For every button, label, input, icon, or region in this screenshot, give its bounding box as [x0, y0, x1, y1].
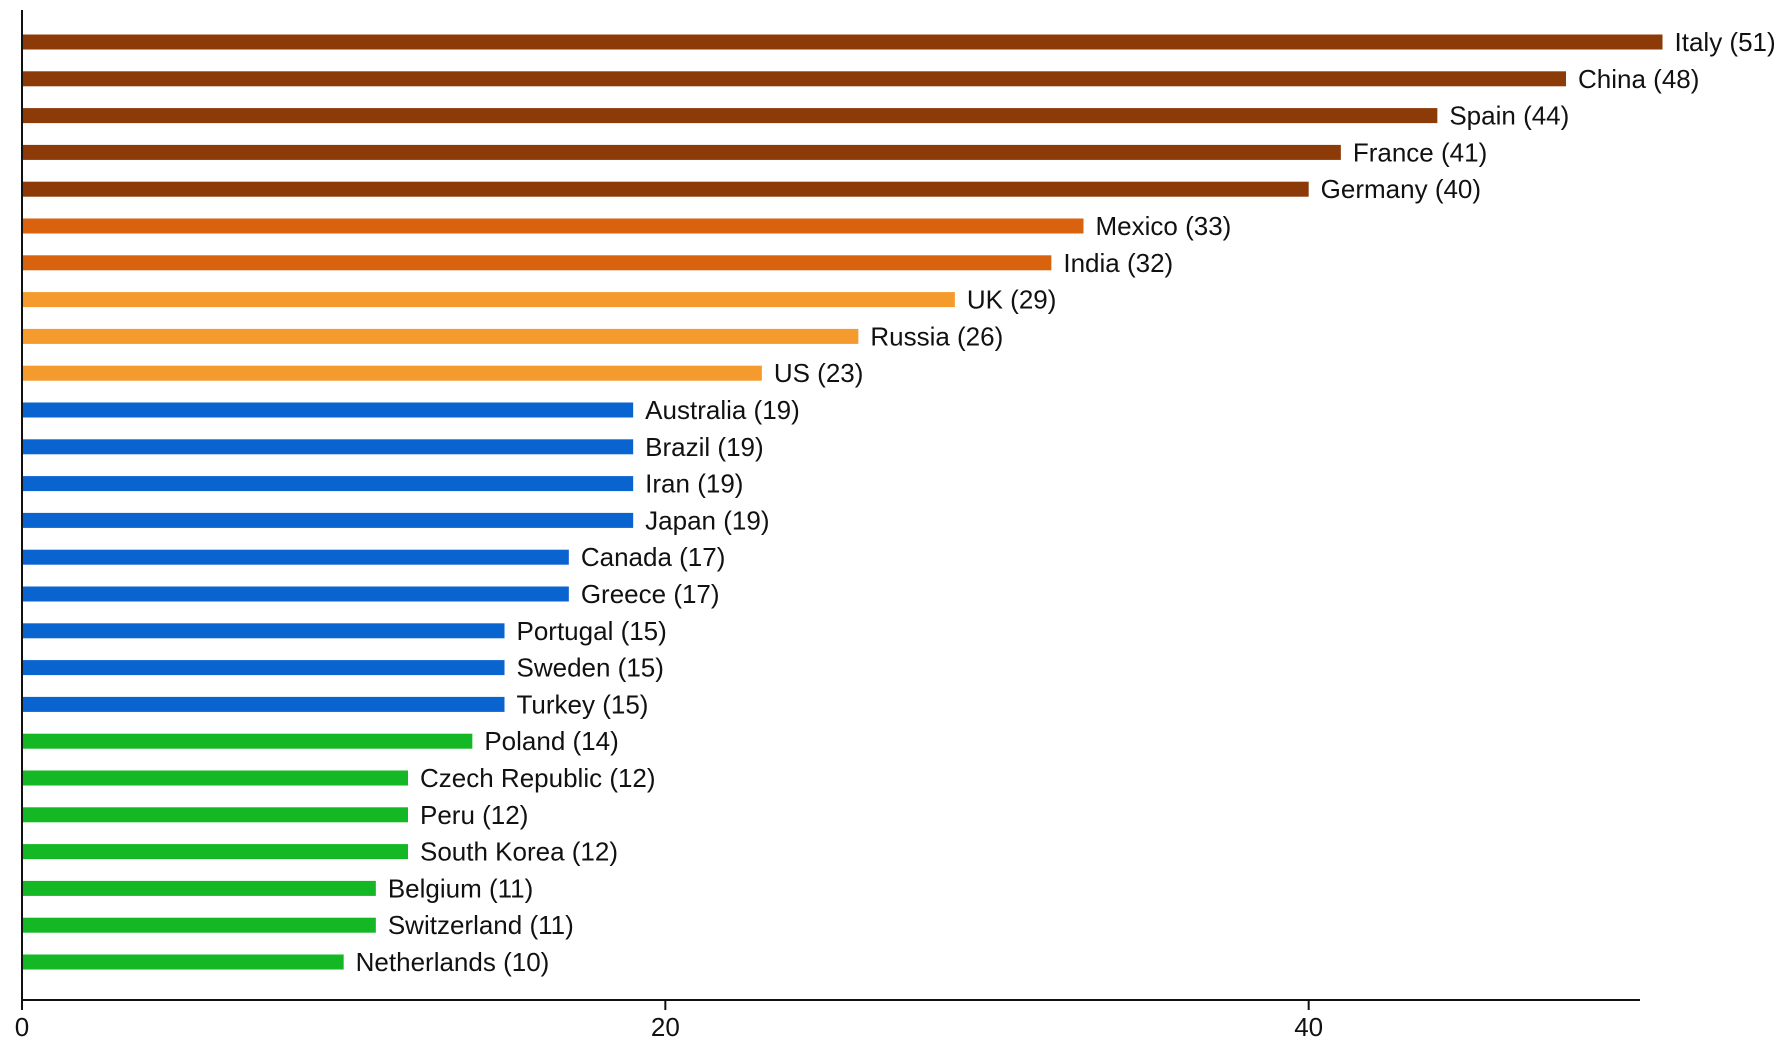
bar-label-germany: Germany (40) [1321, 174, 1481, 204]
bar-label-peru: Peru (12) [420, 800, 528, 830]
bar-label-china: China (48) [1578, 64, 1699, 94]
bar-china [22, 71, 1567, 87]
bar-south-korea [22, 844, 409, 860]
bar-sweden [22, 660, 505, 676]
bar-label-switzerland: Switzerland (11) [388, 910, 574, 940]
bar-label-mexico: Mexico (33) [1096, 211, 1232, 241]
bar-label-brazil: Brazil (19) [645, 432, 763, 462]
bar-netherlands [22, 954, 344, 970]
bar-label-canada: Canada (17) [581, 542, 726, 572]
bar-label-czech-republic: Czech Republic (12) [420, 763, 656, 793]
bar-label-belgium: Belgium (11) [388, 873, 533, 903]
bar-germany [22, 181, 1309, 197]
bar-turkey [22, 696, 505, 712]
bar-peru [22, 807, 409, 823]
x-axis: 0 20 40 [15, 10, 1640, 1042]
bar-japan [22, 512, 634, 528]
bar-india [22, 255, 1052, 271]
bar-label-france: France (41) [1353, 137, 1487, 167]
x-tick-label-0: 0 [15, 1012, 29, 1042]
bar-australia [22, 402, 634, 418]
bar-us [22, 365, 762, 381]
bar-label-india: India (32) [1063, 248, 1173, 278]
bar-france [22, 144, 1341, 160]
bar-mexico [22, 218, 1084, 234]
bar-label-us: US (23) [774, 358, 864, 388]
bar-russia [22, 328, 859, 344]
bar-switzerland [22, 917, 376, 933]
bar-labels-layer: Italy (51) China (48) Spain (44) France (41… [356, 27, 1776, 977]
bar-spain [22, 108, 1438, 124]
bar-label-australia: Australia (19) [645, 395, 800, 425]
bar-label-south-korea: South Korea (12) [420, 837, 618, 867]
bar-label-italy: Italy (51) [1675, 27, 1776, 57]
bar-label-sweden: Sweden (15) [517, 653, 664, 683]
bar-label-poland: Poland (14) [484, 726, 618, 756]
bar-label-spain: Spain (44) [1449, 101, 1569, 131]
bars-layer [22, 34, 1663, 970]
bar-poland [22, 733, 473, 749]
bar-belgium [22, 880, 376, 896]
bar-label-netherlands: Netherlands (10) [356, 947, 550, 977]
bar-label-greece: Greece (17) [581, 579, 720, 609]
bar-brazil [22, 439, 634, 455]
x-tick-label-20: 20 [651, 1012, 680, 1042]
bar-uk [22, 292, 955, 308]
bar-czech-republic [22, 770, 409, 786]
bar-label-japan: Japan (19) [645, 505, 769, 535]
bar-canada [22, 549, 569, 565]
bar-label-turkey: Turkey (15) [517, 689, 649, 719]
x-tick-label-40: 40 [1294, 1012, 1323, 1042]
bar-label-uk: UK (29) [967, 285, 1057, 315]
bar-portugal [22, 623, 505, 639]
bar-label-russia: Russia (26) [870, 321, 1003, 351]
bar-label-portugal: Portugal (15) [517, 616, 667, 646]
bar-iran [22, 476, 634, 492]
bar-italy [22, 34, 1663, 50]
bar-greece [22, 586, 569, 602]
bar-label-iran: Iran (19) [645, 469, 743, 499]
